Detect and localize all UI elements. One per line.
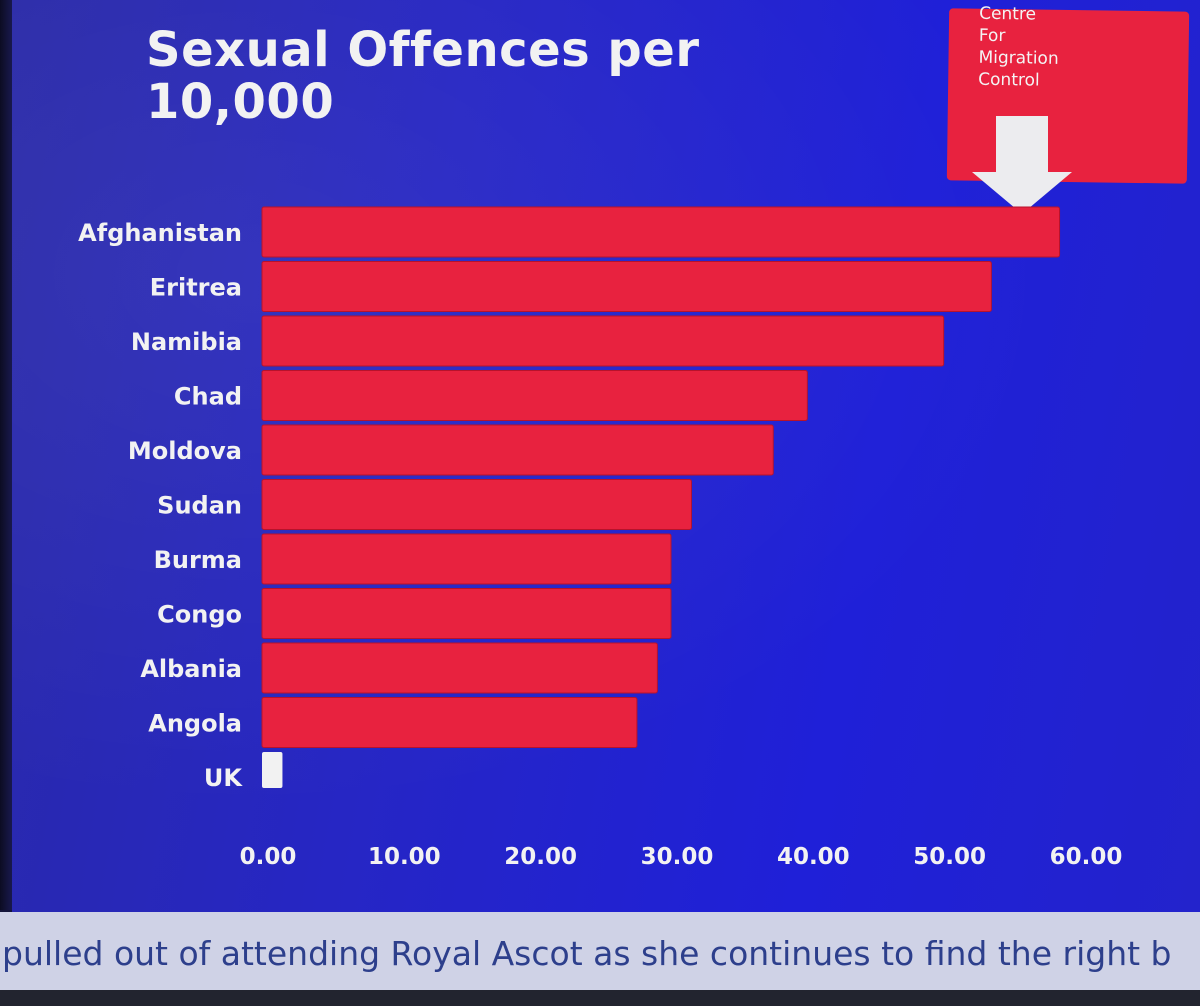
bar-angola	[261, 697, 638, 748]
category-label-angola: Angola	[148, 710, 242, 738]
bar-albania	[261, 642, 658, 694]
x-tick-label: 40.00	[777, 844, 850, 870]
category-label-namibia: Namibia	[131, 328, 242, 356]
bar-burma	[261, 533, 672, 585]
x-tick-label: 10.00	[368, 844, 441, 870]
x-tick-label: 20.00	[504, 844, 577, 870]
x-tick-label: 0.00	[240, 844, 297, 870]
category-label-chad: Chad	[174, 383, 242, 411]
category-label-afghanistan: Afghanistan	[78, 219, 242, 247]
category-label-moldova: Moldova	[128, 437, 242, 465]
bar-eritrea	[261, 261, 992, 312]
screen-bezel	[0, 0, 14, 910]
bar-chad	[261, 370, 808, 421]
category-label-sudan: Sudan	[157, 492, 242, 520]
down-arrow-icon	[996, 116, 1048, 176]
bar-moldova	[261, 424, 774, 476]
x-tick-label: 30.00	[641, 844, 714, 870]
x-tick-label: 60.00	[1050, 844, 1123, 870]
category-label-congo: Congo	[157, 601, 242, 629]
chart-title: Sexual Offences per 10,000	[146, 22, 700, 130]
bar-uk	[262, 752, 283, 788]
x-tick-label: 50.00	[913, 844, 986, 870]
category-label-albania: Albania	[140, 655, 242, 683]
category-label-burma: Burma	[154, 546, 242, 574]
category-label-eritrea: Eritrea	[150, 274, 242, 302]
bar-sudan	[261, 479, 692, 530]
category-label-uk: UK	[204, 764, 243, 792]
bar-chart: Afghanistan Eritrea Namibia Chad Moldova Suda…	[78, 206, 1123, 870]
ticker-text: pulled out of attending Royal Ascot as s…	[2, 934, 1172, 973]
screen-frame-bottom	[0, 990, 1200, 1006]
bar-namibia	[261, 315, 945, 367]
bar-congo	[261, 588, 672, 639]
bar-afghanistan	[261, 206, 1061, 258]
